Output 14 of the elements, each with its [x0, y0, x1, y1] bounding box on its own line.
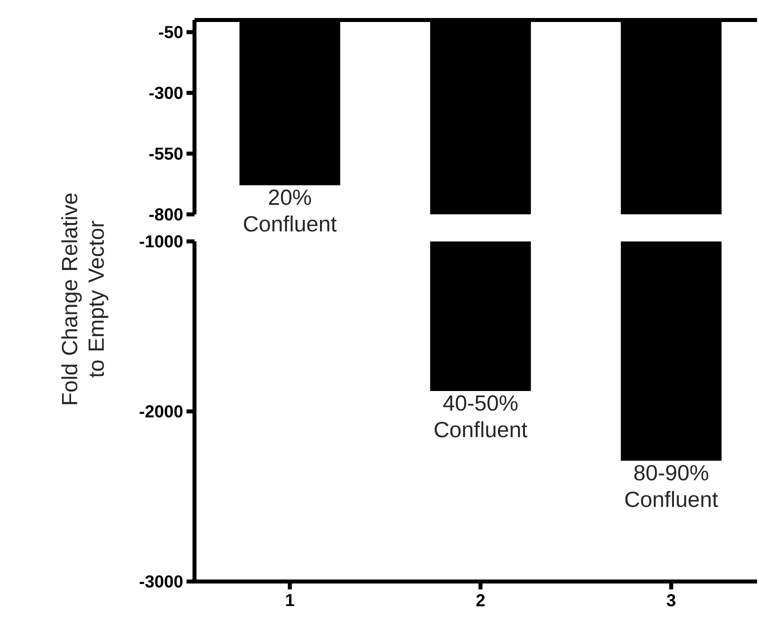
annotation: 40-50% Confluent: [434, 395, 528, 438]
y-tick-label: -1000: [140, 235, 183, 248]
annotation: 20% Confluent: [244, 189, 337, 232]
annotation: 80-90% Confluent: [625, 464, 718, 507]
y-tick-label: -550: [149, 147, 183, 160]
y-tick-label: -50: [158, 26, 183, 38]
y-axis-title: Fold Change Relative to Empty Vector: [61, 193, 108, 404]
y-tick-label: -800: [149, 208, 183, 220]
y-tick-label: -2000: [140, 405, 183, 418]
y-tick-label: -300: [149, 86, 183, 99]
y-tick-label: -3000: [140, 575, 183, 588]
x-tick-label: 3: [666, 594, 676, 606]
x-tick-label: 2: [476, 594, 485, 606]
x-tick-label: 1: [286, 594, 294, 606]
